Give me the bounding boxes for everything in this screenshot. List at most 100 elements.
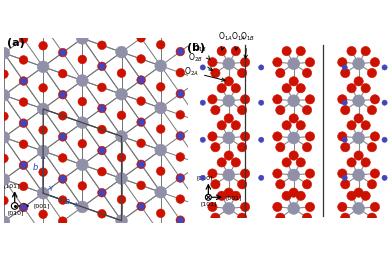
Circle shape bbox=[347, 84, 356, 93]
Circle shape bbox=[98, 83, 106, 92]
Circle shape bbox=[259, 175, 264, 180]
Circle shape bbox=[282, 84, 291, 93]
Circle shape bbox=[76, 75, 88, 86]
Circle shape bbox=[354, 151, 363, 160]
Text: O$_{1B}$: O$_{1B}$ bbox=[192, 42, 210, 60]
Circle shape bbox=[138, 203, 144, 210]
Circle shape bbox=[176, 174, 185, 182]
Circle shape bbox=[361, 191, 370, 200]
Text: O$_{2A}$: O$_{2A}$ bbox=[184, 66, 225, 81]
Circle shape bbox=[276, 105, 285, 115]
Circle shape bbox=[78, 55, 87, 64]
Circle shape bbox=[238, 213, 247, 222]
Circle shape bbox=[205, 194, 211, 200]
Circle shape bbox=[259, 65, 264, 70]
Circle shape bbox=[353, 203, 365, 214]
Circle shape bbox=[58, 111, 67, 120]
Text: O$_{1A}$: O$_{1A}$ bbox=[230, 31, 245, 50]
Circle shape bbox=[177, 133, 183, 139]
Circle shape bbox=[116, 46, 127, 58]
Text: O$_{2B}$: O$_{2B}$ bbox=[188, 51, 212, 71]
Circle shape bbox=[60, 91, 66, 98]
Circle shape bbox=[282, 46, 291, 56]
Circle shape bbox=[305, 58, 315, 67]
Circle shape bbox=[37, 103, 49, 115]
Circle shape bbox=[208, 202, 217, 212]
Circle shape bbox=[37, 187, 49, 199]
Circle shape bbox=[116, 130, 127, 142]
Circle shape bbox=[116, 88, 127, 100]
Circle shape bbox=[37, 61, 49, 73]
Text: [010]: [010] bbox=[196, 176, 213, 181]
Text: O$_{1B}$: O$_{1B}$ bbox=[240, 31, 255, 58]
Circle shape bbox=[367, 143, 377, 152]
Circle shape bbox=[302, 105, 312, 115]
Circle shape bbox=[289, 77, 298, 86]
Circle shape bbox=[231, 191, 240, 200]
Text: [001]: [001] bbox=[33, 204, 50, 209]
Circle shape bbox=[137, 118, 145, 127]
Circle shape bbox=[361, 46, 370, 56]
Circle shape bbox=[224, 151, 233, 160]
Text: [101]: [101] bbox=[200, 202, 216, 207]
Circle shape bbox=[78, 139, 87, 148]
Circle shape bbox=[282, 121, 291, 130]
Circle shape bbox=[302, 213, 312, 222]
Circle shape bbox=[155, 144, 167, 156]
Circle shape bbox=[39, 168, 47, 176]
Circle shape bbox=[20, 162, 27, 169]
Circle shape bbox=[39, 41, 47, 50]
Circle shape bbox=[208, 169, 217, 178]
Circle shape bbox=[208, 132, 217, 141]
Circle shape bbox=[208, 95, 217, 104]
Circle shape bbox=[39, 126, 47, 134]
Circle shape bbox=[137, 76, 145, 84]
Circle shape bbox=[0, 112, 8, 121]
Circle shape bbox=[288, 169, 299, 181]
Circle shape bbox=[137, 55, 145, 63]
Circle shape bbox=[137, 160, 145, 169]
Circle shape bbox=[98, 62, 106, 71]
Circle shape bbox=[156, 40, 165, 49]
Circle shape bbox=[302, 180, 312, 189]
Circle shape bbox=[367, 213, 377, 222]
Circle shape bbox=[58, 48, 67, 57]
Circle shape bbox=[211, 68, 220, 78]
Circle shape bbox=[117, 195, 126, 204]
Circle shape bbox=[347, 158, 356, 167]
Circle shape bbox=[276, 68, 285, 78]
Circle shape bbox=[353, 132, 365, 144]
Circle shape bbox=[240, 202, 250, 212]
Circle shape bbox=[217, 158, 226, 167]
Circle shape bbox=[289, 188, 298, 197]
Circle shape bbox=[288, 58, 299, 70]
Circle shape bbox=[138, 77, 144, 83]
Circle shape bbox=[217, 46, 226, 56]
Circle shape bbox=[223, 132, 235, 144]
Circle shape bbox=[347, 191, 356, 200]
Circle shape bbox=[217, 191, 226, 200]
Circle shape bbox=[341, 213, 350, 222]
Circle shape bbox=[156, 82, 165, 91]
Circle shape bbox=[353, 169, 365, 181]
Circle shape bbox=[19, 161, 28, 170]
Circle shape bbox=[19, 77, 28, 85]
Circle shape bbox=[99, 189, 105, 196]
Circle shape bbox=[296, 84, 305, 93]
Circle shape bbox=[288, 132, 299, 144]
Circle shape bbox=[116, 215, 127, 227]
Circle shape bbox=[347, 46, 356, 56]
Circle shape bbox=[347, 121, 356, 130]
Text: [101]: [101] bbox=[4, 183, 20, 188]
Circle shape bbox=[289, 151, 298, 160]
Circle shape bbox=[58, 154, 67, 162]
Circle shape bbox=[177, 217, 183, 223]
Circle shape bbox=[138, 161, 144, 168]
Circle shape bbox=[176, 90, 185, 98]
Circle shape bbox=[211, 143, 220, 152]
Circle shape bbox=[223, 95, 235, 107]
Circle shape bbox=[361, 158, 370, 167]
Circle shape bbox=[19, 98, 28, 106]
Circle shape bbox=[58, 196, 67, 204]
Circle shape bbox=[117, 69, 126, 78]
